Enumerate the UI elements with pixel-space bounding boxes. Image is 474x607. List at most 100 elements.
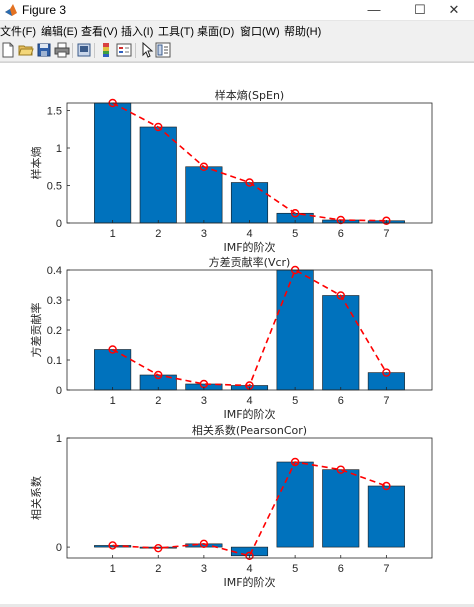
marker-3-7[interactable] xyxy=(382,481,391,491)
marker-1-3[interactable] xyxy=(199,162,209,171)
menu-help[interactable]: 帮助(H) xyxy=(284,26,322,38)
x-tick-label-2-1: 1 xyxy=(110,395,116,407)
bar-1-3[interactable] xyxy=(185,166,223,224)
subplots-canvas: 1 2 3 4 5 6 7 0 0.5 1 1.5 样本熵(SpEn) IMF的阶次 样本熵 1 2 3 4 5 6 7… xyxy=(29,88,433,589)
close-button[interactable]: ✕ xyxy=(448,2,460,17)
x-tick-label-3-4: 4 xyxy=(246,563,252,575)
y-axis-label-2: 方差贡献率 xyxy=(29,303,43,358)
figure-canvas[interactable]: 1 2 3 4 5 6 7 0 0.5 1 1.5 样本熵(SpEn) IMF的阶次 样本熵 1 2 3 4 5 6 7… xyxy=(0,62,474,607)
x-tick-label-3-1: 1 xyxy=(110,563,116,575)
insert-colorbar-icon[interactable] xyxy=(98,42,114,58)
edit-plot-arrow-icon[interactable] xyxy=(139,42,155,58)
menu-tools[interactable]: 工具(T) xyxy=(158,26,195,38)
toolbar-separator xyxy=(135,43,136,58)
trend-line-3[interactable] xyxy=(112,461,387,557)
x-tick-label-2-6: 6 xyxy=(338,395,344,407)
x-axis-label-1: IMF的阶次 xyxy=(223,240,275,254)
bar-2-6[interactable] xyxy=(322,295,360,391)
marker-3-5[interactable] xyxy=(290,457,300,467)
menu-desktop[interactable]: 桌面(D) xyxy=(197,26,235,38)
bar-3-5[interactable] xyxy=(276,461,314,548)
x-tick-label-3-6: 6 xyxy=(338,563,344,575)
y-tick-label-1-2: 0.5 xyxy=(47,181,62,193)
marker-1-6[interactable] xyxy=(336,215,345,225)
open-file-icon[interactable] xyxy=(18,42,34,58)
bar-1-4[interactable] xyxy=(230,182,269,224)
x-tick-label-1-1: 1 xyxy=(110,228,116,240)
bar-1-2[interactable] xyxy=(139,126,177,224)
marker-2-7[interactable] xyxy=(382,368,391,377)
x-tick-label-2-5: 5 xyxy=(292,395,298,407)
y-tick-label-3-2: 1 xyxy=(56,433,62,445)
y-tick-label-1-3: 1 xyxy=(56,143,62,155)
y-tick-label-1-4: 1.5 xyxy=(47,106,62,118)
y-tick-label-1-1: 0 xyxy=(56,218,62,230)
x-axis-label-2: IMF的阶次 xyxy=(223,407,275,421)
marker-2-2[interactable] xyxy=(154,370,163,380)
bar-3-4[interactable] xyxy=(230,546,269,557)
y-tick-label-2-3: 0.2 xyxy=(47,325,62,337)
window-title: Figure 3 xyxy=(22,3,67,17)
chart-title-3: 相关系数(PearsonCor) xyxy=(192,423,307,437)
y-axis-label-3: 相关系数 xyxy=(29,476,43,520)
menu-view[interactable]: 查看(V) xyxy=(81,26,118,38)
x-tick-label-3-5: 5 xyxy=(292,563,298,575)
marker-1-7[interactable] xyxy=(382,216,391,225)
toolbar-separator xyxy=(94,43,95,58)
insert-legend-icon[interactable] xyxy=(116,42,132,58)
bar-1-1[interactable] xyxy=(94,102,132,224)
print-preview-icon[interactable] xyxy=(76,42,92,58)
x-tick-label-2-4: 4 xyxy=(246,395,252,407)
marker-1-4[interactable] xyxy=(245,178,254,187)
x-tick-label-1-2: 2 xyxy=(155,228,161,240)
title-bar[interactable]: Figure 3 — ☐ ✕ xyxy=(0,0,474,21)
minimize-button[interactable]: — xyxy=(367,2,381,17)
marker-2-6[interactable] xyxy=(336,291,345,300)
print-icon[interactable] xyxy=(54,42,70,58)
marker-3-4[interactable] xyxy=(245,551,254,561)
marker-1-5[interactable] xyxy=(290,209,300,218)
bar-2-1[interactable] xyxy=(94,349,132,391)
chart-title-1: 样本熵(SpEn) xyxy=(215,88,284,102)
menu-window[interactable]: 窗口(W) xyxy=(240,26,280,38)
maximize-button[interactable]: ☐ xyxy=(414,2,426,17)
y-axis-label-1: 样本熵 xyxy=(29,147,43,180)
menu-bar: 文件(F) 编辑(E) 查看(V) 插入(I) 工具(T) 桌面(D) 窗口(W… xyxy=(0,21,474,39)
marker-1-2[interactable] xyxy=(154,122,163,132)
y-tick-label-2-5: 0.4 xyxy=(47,265,62,277)
x-tick-label-2-2: 2 xyxy=(155,395,161,407)
x-tick-label-2-7: 7 xyxy=(383,395,389,407)
x-tick-label-1-7: 7 xyxy=(383,228,389,240)
matlab-icon xyxy=(5,4,17,16)
save-icon[interactable] xyxy=(36,42,52,58)
y-tick-label-2-4: 0.3 xyxy=(47,295,62,307)
marker-3-6[interactable] xyxy=(336,465,345,474)
bar-3-7[interactable] xyxy=(367,485,405,548)
bar-3-6[interactable] xyxy=(322,469,360,548)
marker-3-2[interactable] xyxy=(154,543,163,553)
property-inspector-icon[interactable] xyxy=(155,42,171,58)
menu-file[interactable]: 文件(F) xyxy=(0,26,37,38)
menu-insert[interactable]: 插入(I) xyxy=(121,26,154,38)
figure-toolbar xyxy=(0,39,474,62)
marker-3-3[interactable] xyxy=(199,539,209,549)
trend-line-2[interactable] xyxy=(112,268,388,387)
menu-edit[interactable]: 编辑(E) xyxy=(41,26,78,38)
bar-2-5[interactable] xyxy=(276,269,314,391)
x-tick-label-3-7: 7 xyxy=(383,563,389,575)
x-tick-label-1-4: 4 xyxy=(246,228,252,240)
marker-3-1[interactable] xyxy=(108,541,117,550)
toolbar-separator xyxy=(72,43,73,58)
x-tick-label-2-3: 3 xyxy=(201,395,207,407)
x-tick-label-1-6: 6 xyxy=(338,228,344,240)
x-tick-label-1-3: 3 xyxy=(201,228,207,240)
x-axis-label-3: IMF的阶次 xyxy=(223,575,275,589)
x-tick-label-1-5: 5 xyxy=(292,228,298,240)
new-figure-icon[interactable] xyxy=(0,42,16,58)
marker-2-1[interactable] xyxy=(108,345,117,354)
y-tick-label-2-1: 0 xyxy=(56,385,62,397)
window-bottom-edge xyxy=(0,604,474,607)
x-tick-label-3-3: 3 xyxy=(201,563,207,575)
y-tick-label-3-1: 0 xyxy=(56,542,62,554)
